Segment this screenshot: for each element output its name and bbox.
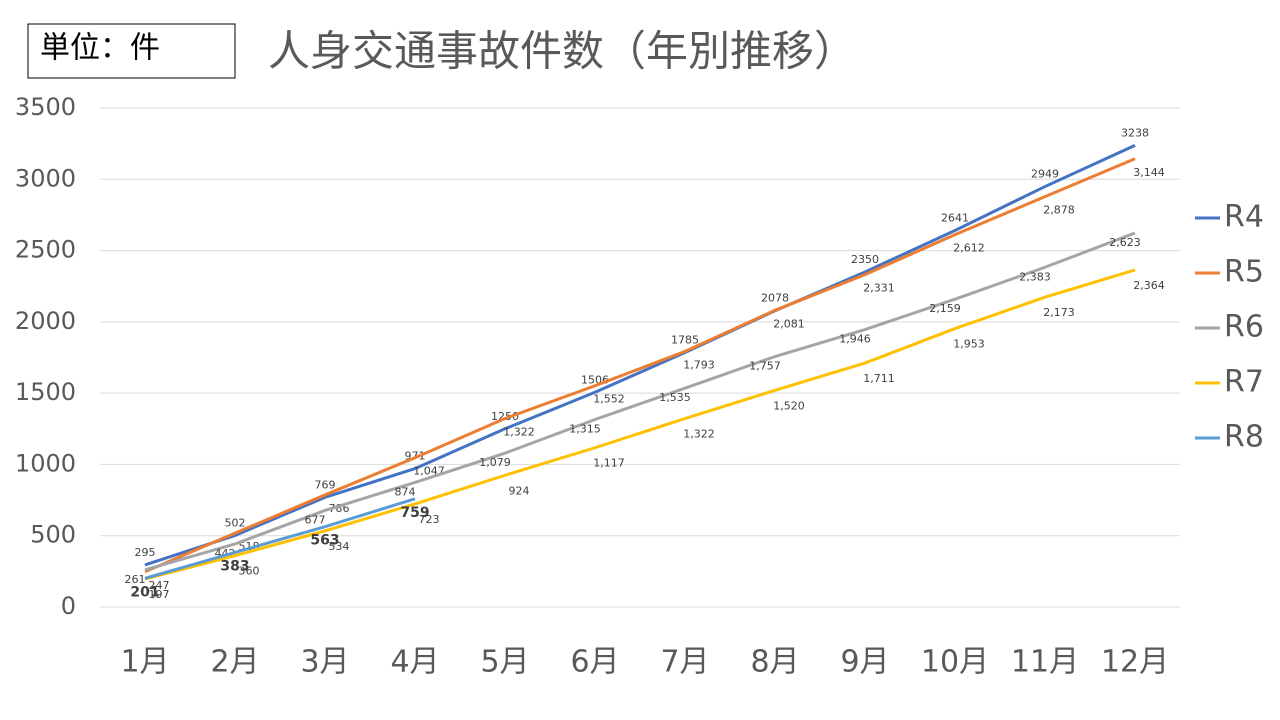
series-line bbox=[144, 143, 1136, 567]
data-label: 360 bbox=[239, 565, 260, 578]
data-label: 197 bbox=[149, 588, 170, 601]
y-tick-label: 1000 bbox=[15, 449, 76, 477]
data-label: 1,315 bbox=[569, 423, 601, 436]
y-tick-label: 2500 bbox=[15, 236, 76, 264]
y-tick-label: 1500 bbox=[15, 378, 76, 406]
data-label: 201 bbox=[130, 584, 159, 600]
x-tick-label: 11月 bbox=[1011, 645, 1079, 680]
series-line bbox=[144, 497, 416, 580]
legend-label: R5 bbox=[1224, 255, 1264, 290]
data-label: 759 bbox=[400, 505, 429, 521]
data-label: 769 bbox=[315, 478, 336, 491]
data-label: 1,953 bbox=[953, 338, 985, 351]
legend-label: R4 bbox=[1224, 200, 1264, 235]
data-label: 3238 bbox=[1121, 126, 1149, 139]
y-tick-label: 3000 bbox=[15, 164, 76, 192]
x-tick-label: 1月 bbox=[120, 645, 169, 680]
data-label: 723 bbox=[419, 513, 440, 526]
y-tick-label: 0 bbox=[61, 592, 76, 620]
data-label: 1250 bbox=[491, 410, 519, 423]
y-tick-label: 3500 bbox=[15, 93, 76, 121]
x-tick-label: 10月 bbox=[921, 645, 989, 680]
unit-label: 単位：件 bbox=[40, 31, 160, 66]
data-label: 383 bbox=[220, 558, 249, 574]
series-line bbox=[144, 157, 1136, 574]
legend-label: R8 bbox=[1224, 420, 1264, 455]
data-label: 2,612 bbox=[953, 242, 985, 255]
x-tick-label: 7月 bbox=[660, 645, 709, 680]
x-tick-label: 4月 bbox=[390, 645, 439, 680]
data-label: 677 bbox=[305, 513, 326, 526]
data-label: 1,117 bbox=[593, 457, 625, 470]
data-label: 1,793 bbox=[683, 358, 715, 371]
x-tick-label: 12月 bbox=[1101, 645, 1169, 680]
data-label: 1785 bbox=[671, 334, 699, 347]
x-tick-label: 8月 bbox=[750, 645, 799, 680]
chart-title: 人身交通事故件数（年別推移） bbox=[268, 27, 856, 76]
legend-label: R6 bbox=[1224, 310, 1264, 345]
data-label: 874 bbox=[395, 485, 416, 498]
data-label: 534 bbox=[329, 540, 350, 553]
data-label: 2,878 bbox=[1043, 204, 1075, 217]
data-label: 2078 bbox=[761, 292, 789, 305]
data-label: 1,757 bbox=[749, 360, 781, 373]
data-label: 2350 bbox=[851, 253, 879, 266]
x-tick-label: 2月 bbox=[210, 645, 259, 680]
data-label: 502 bbox=[225, 516, 246, 529]
x-tick-label: 5月 bbox=[480, 645, 529, 680]
data-label: 1,322 bbox=[683, 428, 715, 441]
y-tick-label: 2000 bbox=[15, 307, 76, 335]
x-tick-label: 6月 bbox=[570, 645, 619, 680]
data-label: 1,535 bbox=[659, 391, 691, 404]
data-label: 2,364 bbox=[1133, 279, 1165, 292]
data-label: 1,711 bbox=[863, 372, 895, 385]
data-label: 2,081 bbox=[773, 317, 805, 330]
x-tick-label: 3月 bbox=[300, 645, 349, 680]
legend-label: R7 bbox=[1224, 365, 1264, 400]
series-line bbox=[144, 231, 1136, 572]
data-label: 2,173 bbox=[1043, 306, 1075, 319]
data-label: 2,331 bbox=[863, 282, 895, 295]
data-label: 247 bbox=[149, 579, 170, 592]
data-label: 261 bbox=[125, 573, 146, 586]
data-label: 2,159 bbox=[929, 302, 961, 315]
data-label: 2,383 bbox=[1019, 270, 1051, 283]
data-label: 2,623 bbox=[1109, 236, 1141, 249]
y-tick-label: 500 bbox=[30, 521, 76, 549]
data-label: 1,520 bbox=[773, 399, 805, 412]
x-tick-label: 9月 bbox=[840, 645, 889, 680]
data-label: 295 bbox=[135, 546, 156, 559]
data-label: 2949 bbox=[1031, 168, 1059, 181]
data-label: 2641 bbox=[941, 211, 969, 224]
data-label: 1,552 bbox=[593, 393, 625, 406]
data-label: 1,079 bbox=[479, 456, 511, 469]
unit-box bbox=[27, 23, 236, 79]
data-label: 924 bbox=[509, 484, 530, 497]
data-label: 3,144 bbox=[1133, 166, 1165, 179]
data-label: 1,322 bbox=[503, 426, 535, 439]
series-line bbox=[144, 268, 1136, 581]
data-label: 563 bbox=[310, 533, 339, 549]
data-label: 1,946 bbox=[839, 333, 871, 346]
